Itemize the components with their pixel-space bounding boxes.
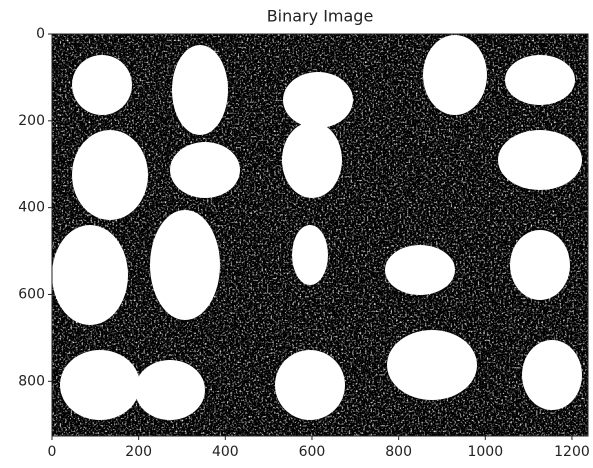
y-tick-label: 600 [18, 286, 45, 302]
x-tick-label: 200 [125, 444, 152, 460]
x-tick-label: 0 [48, 444, 57, 460]
y-tick-label: 0 [36, 26, 45, 42]
x-tick-label: 1200 [554, 444, 590, 460]
x-tick-label: 600 [299, 444, 326, 460]
y-tick-label: 200 [18, 113, 45, 129]
axes-frame [51, 33, 589, 437]
image [52, 34, 588, 436]
x-tick-label: 800 [385, 444, 412, 460]
y-tick-label: 400 [18, 200, 45, 216]
x-tick-label: 1000 [467, 444, 503, 460]
y-tick-label: 800 [18, 373, 45, 389]
chart-title: Binary Image [267, 7, 374, 26]
x-tick-label: 400 [212, 444, 239, 460]
